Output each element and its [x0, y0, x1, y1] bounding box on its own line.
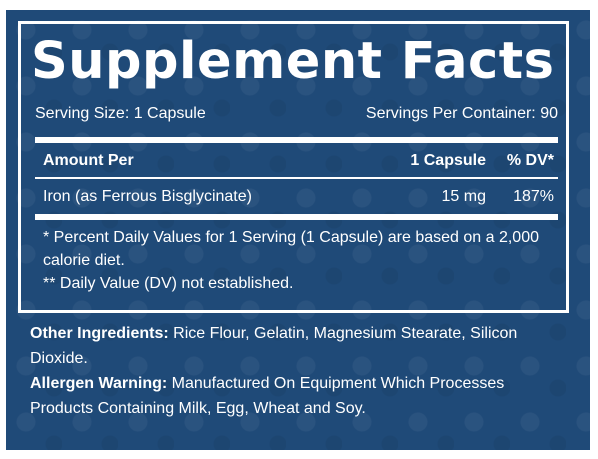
- label-notes: Other Ingredients: Rice Flour, Gelatin, …: [30, 321, 560, 421]
- allergen-warning: Allergen Warning: Manufactured On Equipm…: [30, 371, 560, 421]
- supplement-label: Supplement Facts Serving Size: 1 Capsule…: [6, 10, 590, 450]
- other-ingredients: Other Ingredients: Rice Flour, Gelatin, …: [30, 321, 560, 371]
- panel-title: Supplement Facts: [31, 32, 555, 91]
- supplement-facts-panel: Supplement Facts Serving Size: 1 Capsule…: [18, 21, 569, 313]
- thick-divider: [35, 137, 558, 143]
- allergen-warning-label: Allergen Warning:: [30, 375, 168, 392]
- header-amount-per: Amount Per: [43, 152, 134, 169]
- nutrient-dv: 187%: [513, 188, 554, 205]
- serving-size: Serving Size: 1 Capsule: [35, 105, 206, 122]
- nutrient-name: Iron (as Ferrous Bisglycinate): [43, 188, 252, 205]
- nutrient-amount: 15 mg: [441, 188, 486, 205]
- footnotes: * Percent Daily Values for 1 Serving (1 …: [43, 226, 554, 295]
- header-dv: % DV*: [506, 152, 554, 169]
- thick-divider-bottom: [35, 214, 558, 220]
- thin-divider: [35, 177, 558, 179]
- other-ingredients-label: Other Ingredients:: [30, 325, 169, 342]
- footnote-daily-values: * Percent Daily Values for 1 Serving (1 …: [43, 229, 539, 269]
- servings-per-container: Servings Per Container: 90: [365, 105, 558, 122]
- footnote-dv-not-established: ** Daily Value (DV) not established.: [43, 275, 294, 292]
- header-capsule: 1 Capsule: [410, 152, 486, 169]
- other-ingredients-text: Rice Flour, Gelatin, Magnesium Stearate,…: [30, 325, 518, 367]
- allergen-warning-text: Manufactured On Equipment Which Processe…: [30, 375, 505, 417]
